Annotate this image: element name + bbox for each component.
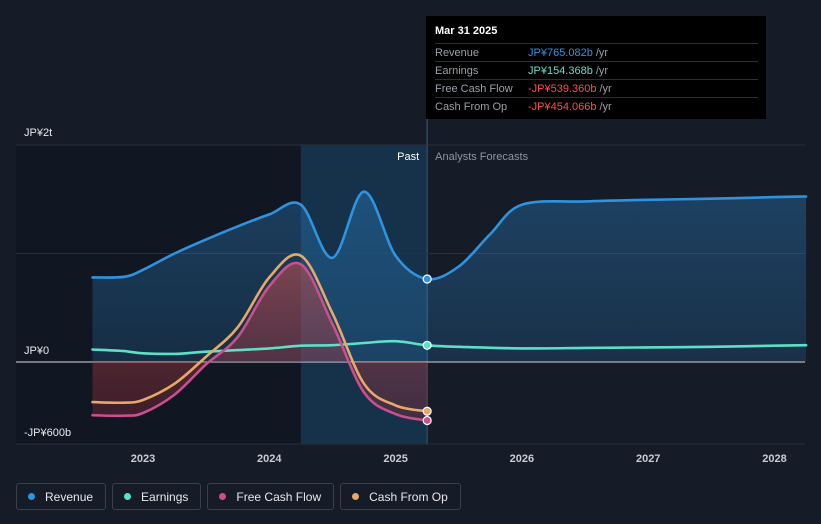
- legend-item-free-cash-flow[interactable]: Free Cash Flow: [207, 483, 335, 510]
- revenue-marker: [422, 274, 432, 284]
- x-tick-label: 2028: [762, 453, 786, 465]
- tooltip-date: Mar 31 2025: [435, 25, 498, 37]
- tooltip-row-value: -JP¥454.066b: [528, 100, 597, 113]
- legend-label: Free Cash Flow: [236, 489, 322, 504]
- revenue-line: [91, 190, 808, 281]
- tooltip-row-label: Free Cash Flow: [435, 82, 513, 95]
- tooltip-row-value: JP¥765.082b: [528, 46, 593, 59]
- cash-from-op-line: [91, 253, 429, 413]
- legend-item-cash-from-op[interactable]: Cash From Op: [340, 483, 461, 510]
- x-tick-label: 2025: [383, 453, 407, 465]
- tooltip-row-label: Earnings: [435, 64, 479, 77]
- tooltip-row-unit: /yr: [595, 46, 609, 59]
- legend-dot-icon: [219, 493, 227, 500]
- tooltip-row: Earnings JP¥154.368b/yr: [435, 61, 758, 79]
- y-label-bottom: -JP¥600b: [24, 427, 71, 439]
- x-tick-label: 2027: [636, 453, 660, 465]
- earnings-marker: [422, 340, 432, 350]
- hover-tooltip: Mar 31 2025 Revenue JP¥765.082b/yr Earning…: [426, 16, 766, 119]
- tooltip-row-value: -JP¥539.360b: [528, 82, 597, 95]
- x-tick-label: 2023: [131, 453, 155, 465]
- legend-item-earnings[interactable]: Earnings: [112, 483, 202, 510]
- legend-item-revenue[interactable]: Revenue: [16, 483, 107, 510]
- free-cash-flow-line: [91, 261, 429, 422]
- legend-dot-icon: [124, 493, 132, 500]
- legend-label: Earnings: [141, 489, 189, 504]
- forecast-label: Analysts Forecasts: [435, 151, 528, 163]
- tooltip-row-label: Revenue: [435, 46, 480, 59]
- legend-label: Cash From Op: [369, 489, 448, 504]
- x-tick-label: 2024: [257, 453, 282, 465]
- past-label: Past: [397, 151, 419, 163]
- y-label-zero: JP¥0: [24, 345, 49, 357]
- legend-dot-icon: [352, 493, 360, 500]
- tooltip-row: Cash From Op -JP¥454.066b/yr: [435, 97, 758, 115]
- tooltip-row-unit: /yr: [599, 82, 612, 95]
- cash-from-op-marker: [422, 406, 432, 416]
- y-label-top: JP¥2t: [24, 127, 52, 139]
- tooltip-row-unit: /yr: [599, 100, 612, 113]
- tooltip-row-label: Cash From Op: [435, 100, 508, 113]
- tooltip-row-value: JP¥154.368b: [528, 64, 593, 77]
- x-tick-label: 2026: [510, 453, 534, 465]
- tooltip-row-unit: /yr: [595, 64, 609, 77]
- legend-label: Revenue: [45, 489, 94, 504]
- free-cash-flow-marker: [422, 415, 432, 426]
- earnings-line: [91, 339, 808, 356]
- tooltip-row: Revenue JP¥765.082b/yr: [435, 43, 758, 61]
- legend-dot-icon: [28, 493, 35, 500]
- tooltip-row: Free Cash Flow -JP¥539.360b/yr: [435, 79, 758, 97]
- legend: Revenue Earnings Free Cash Flow Cash From O…: [16, 483, 461, 510]
